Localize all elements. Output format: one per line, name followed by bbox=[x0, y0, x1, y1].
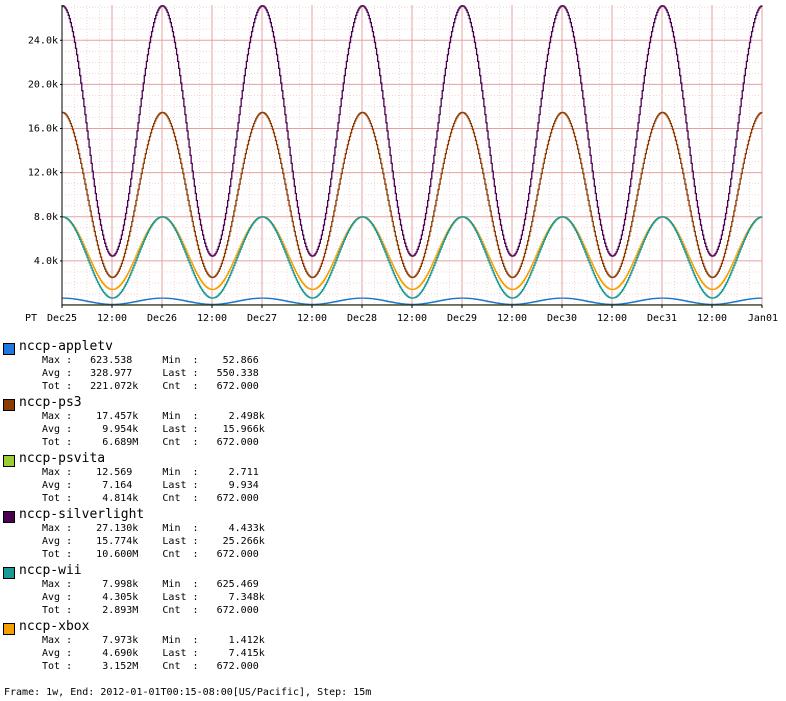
x-tick-label: Dec29 bbox=[447, 313, 477, 324]
x-tick-label: Dec31 bbox=[647, 313, 677, 324]
y-tick-label: 12.0k bbox=[28, 168, 58, 179]
x-tick-label: Dec25 bbox=[47, 313, 77, 324]
x-tick-label: 12:00 bbox=[597, 313, 627, 324]
legend-series-stats: Max : 17.457k Min : 2.498k Avg : 9.954k … bbox=[42, 411, 265, 448]
x-tick-label: 12:00 bbox=[397, 313, 427, 324]
chart-footer: Frame: 1w, End: 2012-01-01T00:15-08:00[U… bbox=[4, 687, 372, 698]
legend-swatch bbox=[3, 567, 15, 579]
x-tick-label: 12:00 bbox=[197, 313, 227, 324]
legend-series-name: nccp-appletv bbox=[19, 339, 113, 354]
legend-entry: nccp-wii Max : 7.998k Min : 625.469 Avg :… bbox=[0, 562, 786, 618]
x-tick-label: Jan01 bbox=[748, 313, 778, 324]
legend-entry: nccp-psvita Max : 12.569 Min : 2.711 Avg … bbox=[0, 450, 786, 506]
x-tick-label: 12:00 bbox=[497, 313, 527, 324]
legend-series-name: nccp-xbox bbox=[19, 619, 90, 634]
timezone-label: PT bbox=[25, 313, 37, 324]
y-tick-label: 4.0k bbox=[34, 256, 58, 267]
legend-entry: nccp-xbox Max : 7.973k Min : 1.412k Avg :… bbox=[0, 618, 786, 674]
legend-series-stats: Max : 7.998k Min : 625.469 Avg : 4.305k … bbox=[42, 579, 265, 616]
x-tick-label: 12:00 bbox=[97, 313, 127, 324]
legend-series-stats: Max : 623.538 Min : 52.866 Avg : 328.977… bbox=[42, 355, 259, 392]
y-tick-label: 20.0k bbox=[28, 79, 58, 90]
x-tick-label: Dec28 bbox=[347, 313, 377, 324]
legend-swatch bbox=[3, 623, 15, 635]
legend-entry: nccp-silverlight Max : 27.130k Min : 4.43… bbox=[0, 506, 786, 562]
legend-entry: nccp-appletv Max : 623.538 Min : 52.866 A… bbox=[0, 338, 786, 394]
y-tick-label: 24.0k bbox=[28, 35, 58, 46]
chart-grid bbox=[61, 5, 763, 305]
chart-axes bbox=[60, 5, 763, 308]
y-axis-labels: 4.0k 8.0k 12.0k 16.0k 20.0k 24.0k bbox=[28, 35, 58, 267]
legend-entry: nccp-ps3 Max : 17.457k Min : 2.498k Avg :… bbox=[0, 394, 786, 450]
x-tick-label: Dec30 bbox=[547, 313, 577, 324]
chart: 4.0k 8.0k 12.0k 16.0k 20.0k 24.0k PT Dec25 12:0… bbox=[25, 5, 778, 324]
legend: nccp-appletv Max : 623.538 Min : 52.866 A… bbox=[0, 338, 786, 674]
legend-swatch bbox=[3, 399, 15, 411]
y-tick-label: 8.0k bbox=[34, 212, 58, 223]
series-line-nccp-silverlight bbox=[62, 5, 763, 257]
series-line-nccp-ps3 bbox=[62, 111, 763, 279]
legend-series-stats: Max : 12.569 Min : 2.711 Avg : 7.164 Las… bbox=[42, 467, 259, 504]
legend-series-stats: Max : 7.973k Min : 1.412k Avg : 4.690k L… bbox=[42, 635, 265, 672]
x-tick-label: 12:00 bbox=[297, 313, 327, 324]
x-tick-label: Dec27 bbox=[247, 313, 277, 324]
series-line-nccp-wii bbox=[62, 216, 763, 299]
x-tick-label: Dec26 bbox=[147, 313, 177, 324]
legend-series-name: nccp-ps3 bbox=[19, 395, 82, 410]
x-tick-label: 12:00 bbox=[697, 313, 727, 324]
legend-swatch bbox=[3, 511, 15, 523]
x-axis-labels: PT Dec25 12:00 Dec26 12:00 Dec27 12:00 Dec28 12:… bbox=[25, 313, 778, 324]
legend-series-name: nccp-silverlight bbox=[19, 507, 145, 522]
legend-series-stats: Max : 27.130k Min : 4.433k Avg : 15.774k… bbox=[42, 523, 265, 560]
legend-swatch bbox=[3, 343, 15, 355]
legend-swatch bbox=[3, 455, 15, 467]
y-tick-label: 16.0k bbox=[28, 124, 58, 135]
legend-series-name: nccp-wii bbox=[19, 563, 82, 578]
legend-series-name: nccp-psvita bbox=[19, 451, 106, 466]
